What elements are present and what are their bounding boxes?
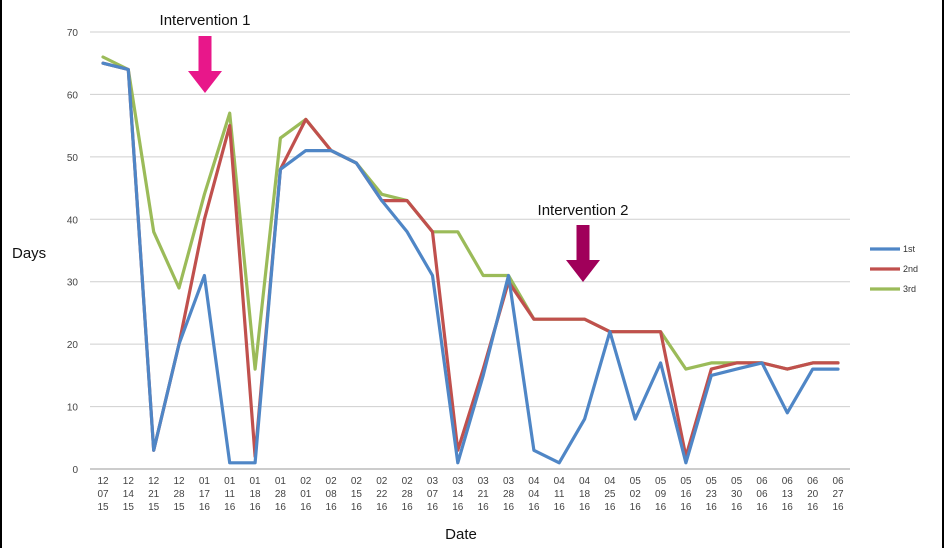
x-tick-label: 03 21 16 <box>478 476 490 513</box>
x-tick-label: 04 04 16 <box>528 476 540 513</box>
x-tick-label: 03 28 16 <box>503 476 515 513</box>
x-tick-label: 01 11 16 <box>224 476 236 513</box>
x-tick-label: 04 25 16 <box>604 476 616 513</box>
x-tick-label: 05 16 16 <box>680 476 692 513</box>
series-line-2nd <box>101 61 840 459</box>
x-tick-label: 05 23 16 <box>706 476 718 513</box>
x-tick-label: 12 28 15 <box>173 476 185 513</box>
x-tick-label: 04 18 16 <box>579 476 591 513</box>
legend-label-3rd: 3rd <box>903 284 916 294</box>
x-tick-label: 06 06 16 <box>756 476 768 513</box>
y-tick-label: 60 <box>67 90 79 101</box>
x-tick-label: 05 09 16 <box>655 476 667 513</box>
series-line-1st <box>101 61 840 465</box>
x-axis-title: Date <box>445 526 477 543</box>
x-tick-label: 12 21 15 <box>148 476 160 513</box>
series-line-3rd <box>101 55 840 371</box>
x-tick-label: 02 01 16 <box>300 476 312 513</box>
y-tick-label: 0 <box>72 465 78 476</box>
x-tick-label: 06 20 16 <box>807 476 819 513</box>
legend: 1st 2nd 3rd <box>870 244 918 294</box>
annotation-arrow <box>188 36 222 93</box>
legend-label-1st: 1st <box>903 244 916 254</box>
x-tick-label: 06 13 16 <box>782 476 794 513</box>
y-tick-label: 30 <box>67 278 79 289</box>
annotation-label: Intervention 1 <box>160 12 251 29</box>
x-tick-label: 02 08 16 <box>326 476 338 513</box>
x-tick-label: 04 11 16 <box>554 476 566 513</box>
x-tick-label: 02 28 16 <box>402 476 414 513</box>
x-tick-label: 02 15 16 <box>351 476 363 513</box>
x-tick-label: 02 22 16 <box>376 476 388 513</box>
x-tick-label: 12 14 15 <box>123 476 135 513</box>
annotations: Intervention 1 Intervention 2 <box>160 12 629 282</box>
x-tick-label: 05 30 16 <box>731 476 743 513</box>
annotation-label: Intervention 2 <box>538 202 629 219</box>
y-axis-ticks: 0 10 20 30 40 50 60 70 <box>67 28 79 476</box>
y-tick-label: 10 <box>67 403 79 414</box>
x-tick-label: 06 27 16 <box>832 476 844 513</box>
x-tick-label: 12 07 15 <box>97 476 109 513</box>
y-tick-label: 20 <box>67 340 79 351</box>
x-tick-label: 05 02 16 <box>630 476 642 513</box>
x-tick-label: 01 28 16 <box>275 476 287 513</box>
x-tick-label: 01 17 16 <box>199 476 211 513</box>
x-tick-label: 01 18 16 <box>250 476 262 513</box>
legend-label-2nd: 2nd <box>903 264 918 274</box>
y-tick-label: 70 <box>67 28 79 39</box>
y-axis-title: Days <box>12 245 46 262</box>
x-axis-ticks: 12 07 15 12 14 15 12 21 15 12 28 15 01 17 16 01 11 16 01 18… <box>97 476 844 513</box>
x-tick-label: 03 07 16 <box>427 476 439 513</box>
y-tick-label: 50 <box>67 153 79 164</box>
annotation-arrow <box>566 225 600 282</box>
y-tick-label: 40 <box>67 215 79 226</box>
x-tick-label: 03 14 16 <box>452 476 464 513</box>
series-lines <box>101 55 840 465</box>
